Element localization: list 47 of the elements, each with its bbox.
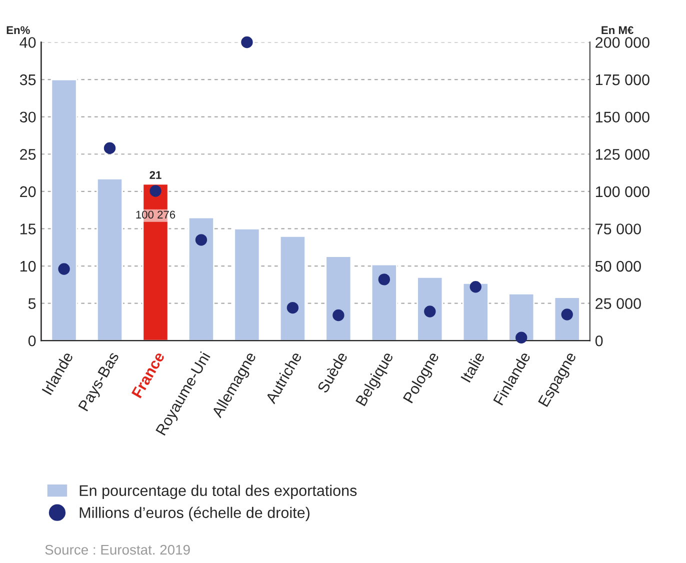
y-tick-label: 5 — [28, 298, 36, 309]
y2-tick-label: 150 000 — [596, 112, 650, 123]
point — [424, 306, 436, 318]
bar — [370, 264, 398, 341]
y2-tick-label: 125 000 — [596, 148, 650, 160]
point — [378, 274, 390, 286]
point — [516, 332, 528, 344]
point — [150, 185, 162, 197]
point — [286, 302, 299, 314]
y2-tick-label: 25 000 — [596, 298, 641, 309]
y2-tick-label: 75 000 — [596, 224, 641, 234]
bar — [325, 256, 352, 341]
bar — [96, 178, 124, 341]
bar — [50, 78, 78, 341]
point — [470, 281, 482, 293]
bar — [508, 292, 535, 341]
bar — [279, 235, 306, 341]
y-tick-label: 0 — [28, 335, 36, 346]
bar — [416, 276, 444, 341]
point — [241, 36, 253, 48]
point — [332, 309, 344, 322]
y2-tick-label: 175 000 — [596, 74, 650, 86]
y-tick-label: 15 — [20, 224, 36, 234]
bar — [234, 228, 260, 341]
y-tick-label: 35 — [20, 74, 36, 86]
y-tick-label: 30 — [20, 112, 36, 123]
y-tick-label: 25 — [20, 148, 36, 160]
point — [104, 142, 116, 154]
y2-axis-title: En M€ — [602, 26, 634, 34]
data-label: 100 276 — [136, 210, 176, 219]
source-note: Source : Eurostat. 2019 — [45, 544, 190, 555]
y2-tick-label: 200 000 — [596, 37, 650, 48]
bar — [462, 282, 489, 341]
point — [58, 263, 70, 275]
bar — [554, 296, 580, 341]
point — [195, 234, 208, 246]
y2-tick-label: 100 000 — [596, 186, 650, 198]
y2-tick-label: 50 000 — [595, 260, 641, 272]
legend-label: En pourcentage du total des exportations — [80, 484, 357, 500]
legend-label: Millions d’euros (échelle de droite) — [80, 506, 310, 522]
y-tick-label: 20 — [20, 186, 36, 198]
y-tick-label: 10 — [20, 260, 36, 272]
bar — [188, 216, 214, 341]
y-axis-title: En% — [6, 26, 30, 34]
y2-tick-label: 0 — [595, 335, 603, 346]
y-tick-label: 40 — [20, 37, 36, 48]
data-label: 21 — [150, 171, 162, 179]
